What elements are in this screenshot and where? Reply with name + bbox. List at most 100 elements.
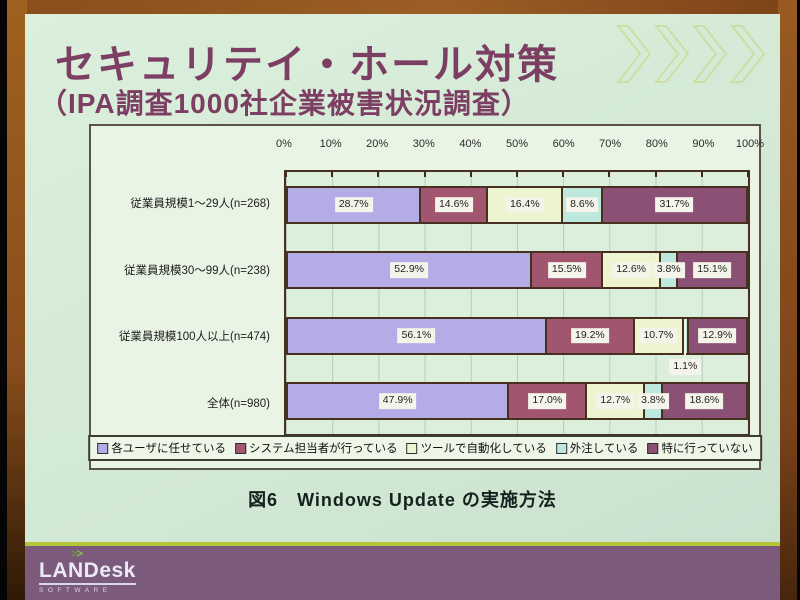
legend-item: 外注している	[555, 440, 639, 456]
page-title: セキュリテイ・ホール対策	[55, 43, 559, 87]
plot-area: 28.7% 14.6% 16.4% 8.6% 31.7% 52.9% 15.5% 12.6% 3…	[284, 170, 750, 436]
x-axis: 0% 10% 20% 30% 40% 50% 60% 70% 80% 90% 100%	[276, 138, 764, 158]
category-label: 全体(n=980)	[207, 397, 270, 410]
chart-panel: 0% 10% 20% 30% 40% 50% 60% 70% 80% 90% 100% 従業員規模1…	[88, 124, 764, 470]
page-subtitle: （IPA調査1000社企業被害状況調査）	[39, 88, 530, 119]
legend-item: システム担当者が行っている	[234, 440, 398, 456]
bar-segment: 16.4%	[486, 187, 562, 222]
bar-segment: 12.9%	[686, 318, 746, 353]
bar-segment-value: 47.9%	[378, 393, 417, 410]
stacked-bar: 52.9% 15.5% 12.6% 3.8% 15.1%	[286, 251, 748, 290]
bar-segment: 52.9%	[288, 253, 531, 288]
tick-mark	[423, 172, 426, 177]
legend-label: システム担当者が行っている	[248, 443, 398, 455]
tick-mark	[747, 172, 749, 177]
x-tick-label: 20%	[366, 138, 389, 150]
bar-segment: 10.7%	[632, 318, 682, 353]
stacked-bar: 56.1% 19.2% 10.7% 1.1% 12.9%	[286, 316, 748, 375]
stacked-bar: 28.7% 14.6% 16.4% 8.6% 31.7%	[286, 185, 748, 224]
bar-segment: 18.6%	[660, 384, 746, 419]
tick-mark	[516, 172, 518, 177]
x-tick-label: 30%	[412, 138, 435, 150]
brand-subtext: SOFTWARE	[39, 587, 112, 594]
bar-segment-value: 10.7%	[639, 327, 678, 344]
bar-segment: 19.2%	[544, 318, 633, 353]
bar-segment-value: 12.7%	[596, 393, 635, 410]
bar-segment: 15.5%	[530, 253, 602, 288]
bar-segment-value: 17.0%	[528, 393, 567, 410]
bar-segment: 14.6%	[419, 187, 487, 222]
figure-caption: 図6 Windows Update の実施方法	[248, 490, 557, 510]
legend-label: 各ユーザに任せている	[111, 443, 226, 455]
bar-segment: 3.8%	[637, 384, 670, 419]
bar-segment: 17.0%	[507, 384, 586, 419]
bar-segment-value: 28.7%	[334, 196, 373, 213]
tick-mark	[700, 172, 703, 177]
bar-segment-value: 18.6%	[685, 393, 724, 410]
x-tick-label: 40%	[459, 138, 482, 150]
bar-segment-value: 3.8%	[637, 393, 670, 410]
bar-segment-value: 16.4%	[505, 196, 544, 213]
bar-segment-value: 19.2%	[571, 327, 609, 344]
slide: セキュリテイ・ホール対策 （IPA調査1000社企業被害状況調査） 0% 10% 2…	[25, 14, 780, 600]
bar-segment: 12.7%	[585, 384, 644, 419]
bar-segment-value: 8.6%	[566, 196, 599, 213]
bar-segment-value: 14.6%	[434, 196, 473, 213]
bar-segment: 31.7%	[600, 187, 746, 222]
brand-name: LANDesk	[39, 560, 136, 585]
bar-segment: 12.6%	[601, 253, 659, 288]
bar-row: 28.7% 14.6% 16.4% 8.6% 31.7%	[286, 172, 748, 238]
bar-row: 52.9% 15.5% 12.6% 3.8% 15.1%	[286, 238, 748, 304]
category-label: 従業員規模1～29人(n=268)	[130, 198, 270, 211]
bar-segment: 56.1%	[288, 318, 545, 353]
x-tick-label: 100%	[735, 138, 765, 150]
bar-segment: 3.8%	[652, 253, 685, 288]
legend-label: ツールで自動化している	[420, 443, 547, 455]
category-label: 従業員規模100人以上(n=474)	[118, 331, 270, 344]
bar-segment: 1.1%	[669, 318, 702, 375]
tick-mark	[285, 172, 287, 177]
bar-row: 47.9% 17.0% 12.7% 3.8% 18.6%	[286, 369, 748, 435]
footer-chevrons-icon: >>	[71, 548, 83, 560]
legend-swatch	[97, 442, 109, 454]
legend-swatch	[406, 442, 418, 454]
legend-swatch	[555, 442, 567, 454]
bar-segment-value: 12.6%	[612, 262, 650, 279]
chart-legend: 各ユーザに任せている システム担当者が行っている ツールで自動化している 外注している…	[88, 435, 762, 461]
tick-mark	[654, 172, 657, 177]
legend-label: 特に行っていない	[661, 443, 753, 455]
bar-segment: 28.7%	[288, 187, 420, 222]
bar-segment-value: 15.5%	[547, 262, 586, 279]
footer-band: >> LANDesk SOFTWARE	[25, 542, 780, 600]
tick-mark	[331, 172, 334, 177]
bar-segment-value: 15.1%	[693, 262, 732, 279]
bar-row: 56.1% 19.2% 10.7% 1.1% 12.9%	[286, 303, 748, 375]
x-tick-label: 60%	[552, 138, 575, 150]
x-tick-label: 50%	[505, 138, 529, 150]
legend-swatch	[234, 442, 246, 454]
legend-item: ツールで自動化している	[406, 440, 547, 456]
bar-segment-value: 56.1%	[397, 327, 436, 344]
legend-swatch	[647, 442, 659, 454]
screen-frame-left	[7, 0, 27, 600]
bar-segment: 8.6%	[561, 187, 601, 222]
x-tick-label: 0%	[276, 138, 292, 150]
x-tick-label: 80%	[645, 138, 668, 150]
tick-mark	[562, 172, 565, 177]
chevron-decoration-icon	[616, 25, 766, 83]
legend-label: 外注している	[569, 443, 639, 455]
stacked-bar: 47.9% 17.0% 12.7% 3.8% 18.6%	[286, 382, 748, 421]
tick-mark	[377, 172, 380, 177]
bar-segment: 15.1%	[676, 253, 746, 288]
bar-segment-value: 52.9%	[390, 262, 429, 279]
bar-segment-value: 3.8%	[652, 262, 685, 279]
legend-item: 特に行っていない	[647, 440, 753, 456]
x-tick-label: 90%	[692, 138, 715, 150]
landesk-logo: >> LANDesk SOFTWARE	[39, 549, 136, 594]
tick-mark	[608, 172, 611, 177]
category-axis: 従業員規模1～29人(n=268) 従業員規模30～99人(n=238) 従業員規模…	[95, 170, 277, 436]
x-tick-label: 10%	[319, 138, 342, 150]
bar-segment-value: 1.1%	[669, 359, 702, 375]
x-tick-label: 70%	[599, 138, 622, 150]
